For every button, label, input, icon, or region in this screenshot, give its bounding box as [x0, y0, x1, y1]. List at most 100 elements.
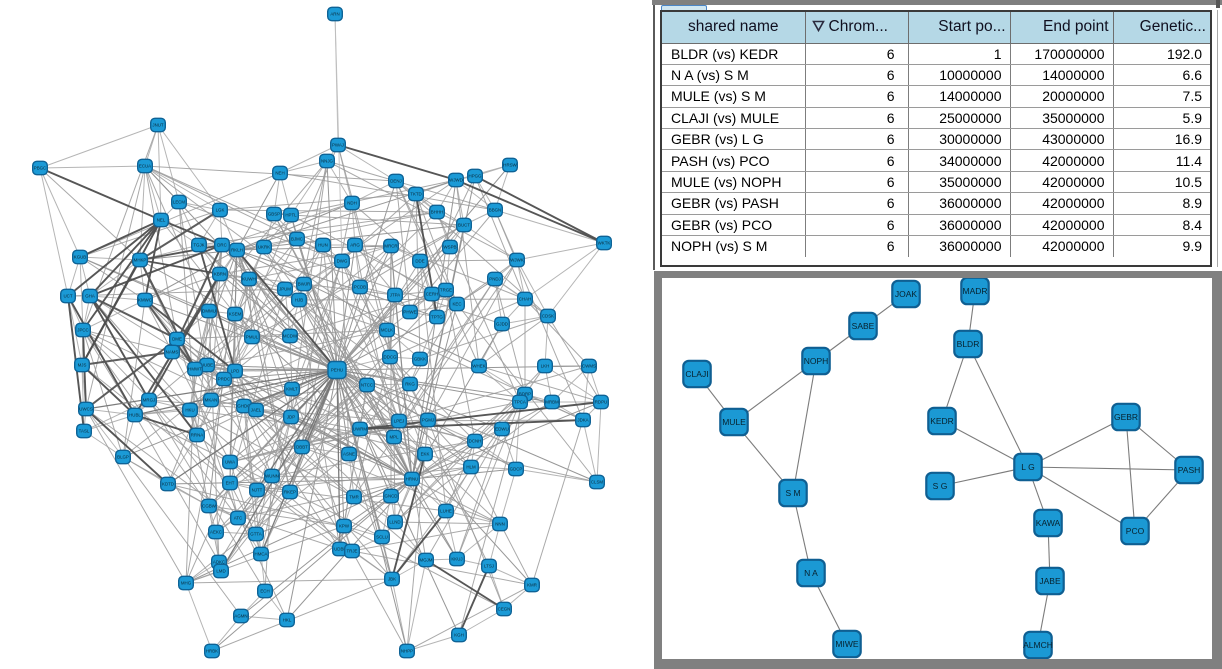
svg-text:UDBL: UDBL	[334, 547, 346, 552]
svg-text:LECM: LECM	[173, 200, 186, 205]
svg-text:ASNE: ASNE	[343, 452, 355, 457]
svg-text:MCDW: MCDW	[283, 334, 298, 339]
svg-text:DRC: DRC	[217, 243, 227, 248]
svg-text:KMLT: KMLT	[286, 387, 298, 392]
svg-text:MRCR: MRCR	[384, 244, 397, 249]
svg-text:PNDJ: PNDJ	[489, 277, 500, 282]
svg-text:HLM: HLM	[466, 465, 476, 470]
svg-text:NTCC: NTCC	[361, 383, 373, 388]
svg-text:LLND: LLND	[389, 520, 400, 525]
svg-text:L G: L G	[1021, 462, 1034, 472]
svg-text:LGK: LGK	[216, 208, 225, 213]
svg-text:NOPH: NOPH	[804, 356, 829, 366]
svg-text:TMR: TMR	[349, 495, 359, 500]
svg-text:PEHU: PEHU	[331, 368, 343, 373]
svg-text:DDE: DDE	[415, 259, 424, 264]
svg-text:CWMS: CWMS	[582, 364, 596, 369]
svg-text:MULE: MULE	[722, 417, 746, 427]
svg-text:GBKK: GBKK	[414, 357, 426, 362]
svg-text:HRNU: HRNU	[406, 477, 419, 482]
svg-text:MCLK: MCLK	[381, 328, 393, 333]
svg-text:DME: DME	[172, 337, 182, 342]
svg-text:GTTA: GTTA	[250, 532, 261, 537]
svg-text:PCDB: PCDB	[354, 285, 366, 290]
svg-text:KUWH: KUWH	[242, 277, 255, 282]
svg-text:ECH: ECH	[260, 589, 269, 594]
svg-text:KDTD: KDTD	[162, 482, 174, 487]
svg-text:KEC: KEC	[452, 302, 461, 307]
svg-text:ARN: ARN	[330, 12, 339, 17]
svg-text:JPUM: JPUM	[279, 287, 291, 292]
svg-text:UCT: UCT	[63, 294, 72, 299]
svg-text:JTPA: JTPA	[390, 293, 400, 298]
svg-text:CDSK: CDSK	[542, 314, 554, 319]
svg-text:PGMJ: PGMJ	[422, 418, 434, 423]
svg-text:KBRN: KBRN	[214, 272, 226, 277]
svg-text:WUNN: WUNN	[265, 474, 279, 479]
svg-text:UWCS: UWCS	[79, 407, 92, 412]
svg-text:HRSW: HRSW	[503, 163, 517, 168]
svg-text:HUN: HUN	[318, 243, 328, 248]
svg-text:CEGN: CEGN	[498, 607, 511, 612]
svg-text:WJWK: WJWK	[510, 258, 523, 263]
svg-text:WSPB: WSPB	[444, 245, 457, 250]
svg-text:BHHH: BHHH	[431, 210, 443, 215]
svg-text:GDCP: GDCP	[510, 467, 523, 472]
svg-text:N A: N A	[804, 568, 818, 578]
svg-text:HJB: HJB	[295, 298, 303, 303]
svg-text:MPL: MPL	[389, 435, 399, 440]
svg-text:JAEL: JAEL	[251, 408, 262, 413]
svg-text:PRDC: PRDC	[218, 377, 230, 382]
svg-text:WKTK: WKTK	[598, 241, 611, 246]
svg-text:WHEK: WHEK	[472, 364, 485, 369]
svg-text:BLDR: BLDR	[957, 339, 980, 349]
svg-text:EDWU: EDWU	[495, 427, 508, 432]
svg-text:KKUJ: KKUJ	[451, 557, 462, 562]
svg-text:JOAK: JOAK	[895, 289, 918, 299]
svg-text:NHPP: NHPP	[401, 649, 413, 654]
svg-text:TRJE: TRJE	[347, 549, 358, 554]
svg-text:NEH: NEH	[275, 171, 284, 176]
svg-text:NNN: NNN	[495, 522, 505, 527]
svg-text:PMUL: PMUL	[246, 335, 259, 340]
svg-text:KMWC: KMWC	[138, 298, 152, 303]
svg-text:ARG: ARG	[350, 243, 360, 248]
svg-text:NDH: NDH	[347, 201, 357, 206]
svg-text:NAMS: NAMS	[166, 350, 179, 355]
svg-text:SCLU: SCLU	[376, 535, 388, 540]
svg-text:MHG: MHG	[181, 581, 192, 586]
svg-text:DWG: DWG	[337, 259, 348, 264]
svg-text:UWA: UWA	[225, 460, 235, 465]
svg-text:RKLH: RKLH	[231, 248, 243, 253]
svg-text:HPGG: HPGG	[469, 174, 483, 179]
svg-text:BWJR: BWJR	[298, 282, 310, 287]
svg-text:PHWE: PHWE	[403, 310, 416, 315]
svg-text:AGMN: AGMN	[234, 614, 247, 619]
svg-text:JABE: JABE	[1039, 576, 1061, 586]
svg-text:LKH: LKH	[541, 364, 550, 369]
svg-text:RKG: RKG	[405, 382, 415, 387]
svg-text:DMMU: DMMU	[202, 309, 216, 314]
svg-text:WJWD: WJWD	[449, 178, 463, 183]
svg-text:BLGP: BLGP	[117, 455, 129, 460]
svg-text:GJDD: GJDD	[496, 322, 508, 327]
svg-text:GNCD: GNCD	[385, 494, 398, 499]
svg-text:EKK: EKK	[421, 452, 430, 457]
svg-text:BUCT: BUCT	[458, 223, 470, 228]
svg-text:HKL: HKL	[283, 618, 292, 623]
svg-text:PCO: PCO	[1126, 526, 1145, 536]
svg-text:TGJK: TGJK	[193, 243, 204, 248]
svg-text:KSEM: KSEM	[229, 312, 242, 317]
svg-text:UWRM: UWRM	[353, 427, 367, 432]
svg-text:JPCC: JPCC	[77, 328, 88, 333]
svg-text:NNJG: NNJG	[321, 159, 334, 164]
svg-text:JNUT: JNUT	[152, 123, 164, 128]
svg-text:PWAJ: PWAJ	[332, 143, 344, 148]
svg-text:KGUB: KGUB	[74, 255, 87, 260]
svg-text:HPTL: HPTL	[285, 213, 297, 218]
svg-text:GHDG: GHDG	[237, 404, 251, 409]
svg-text:TKTD: TKTD	[410, 192, 421, 197]
svg-text:MHKP: MHKP	[134, 258, 147, 263]
svg-text:TPCA: TPCA	[514, 400, 526, 405]
svg-text:DCNH: DCNH	[469, 439, 482, 444]
